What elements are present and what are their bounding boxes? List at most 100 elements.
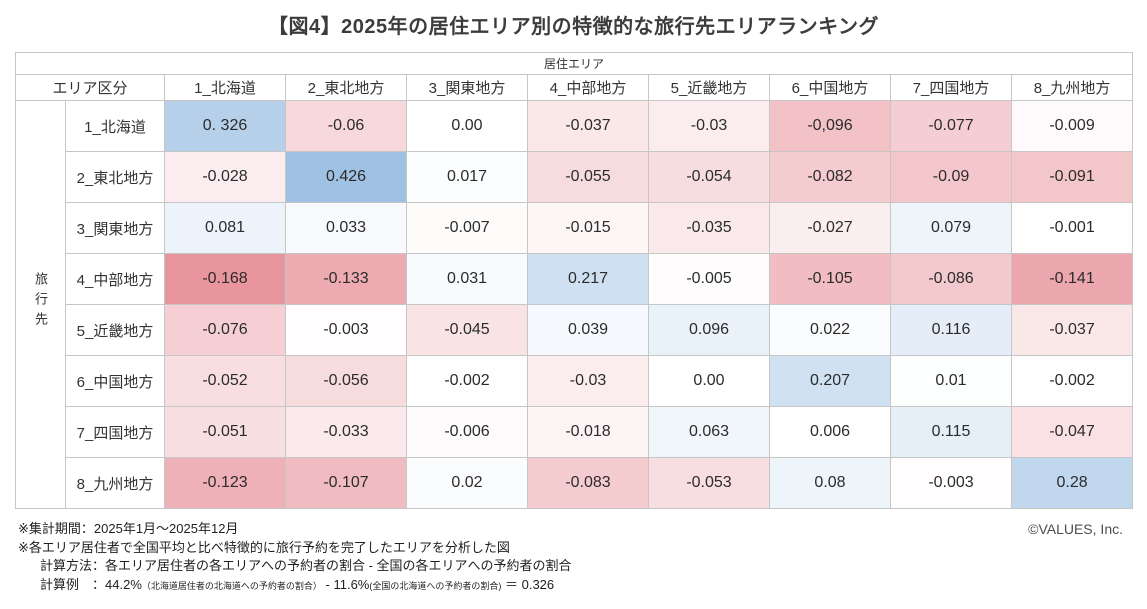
value-cell: 0.115 [890, 406, 1012, 458]
value-cell: 0.02 [406, 457, 528, 509]
column-header: 5_近畿地方 [648, 74, 770, 101]
value-cell: 0.096 [648, 304, 770, 356]
example-value-2: 11.6% [333, 576, 370, 592]
value-cell: -0.054 [648, 151, 770, 203]
value-cell: -0.076 [164, 304, 286, 356]
value-cell: 0.28 [1010, 457, 1134, 509]
value-cell: -0.133 [285, 253, 407, 305]
value-cell: 0.079 [890, 202, 1012, 254]
row-axis-label-text: 旅行先 [33, 272, 48, 332]
table-row: 7_四国地方 -0.051 -0.033 -0.006 -0.018 0.063 0.006… [16, 406, 1134, 458]
row-header: 6_中国地方 [65, 355, 165, 407]
example-value-1: 44.2% [105, 576, 142, 592]
value-cell: -0.141 [1010, 253, 1134, 305]
value-cell: -0.051 [164, 406, 286, 458]
value-cell: 0.116 [890, 304, 1012, 356]
row-header: 8_九州地方 [65, 457, 165, 509]
value-cell: -0.003 [890, 457, 1012, 509]
value-cell: -0.047 [1010, 406, 1134, 458]
value-cell: -0,096 [769, 100, 891, 152]
footnote-period: ※集計期間：2025年1月～2025年12月 [18, 521, 239, 536]
example-note-2: (全国の北海道への予約者の割合) [369, 580, 502, 591]
table-row: 旅行先 1_北海道 0. 326 -0.06 0.00 -0.037 -0.03 -0,096… [15, 100, 1134, 509]
table-row: 3_関東地方 0.081 0.033 -0.007 -0.015 -0.035 -0.027… [16, 202, 1134, 254]
value-cell: -0.002 [1010, 355, 1134, 407]
value-cell: 0.017 [406, 151, 528, 203]
value-cell: 0.022 [769, 304, 891, 356]
value-cell: -0.06 [285, 100, 407, 152]
value-cell: 0.426 [285, 151, 407, 203]
value-cell: -0.091 [1010, 151, 1134, 203]
column-header: 3_関東地方 [406, 74, 528, 101]
value-cell: -0.03 [527, 355, 649, 407]
column-axis-label: 居住エリア [14, 52, 1134, 75]
row-header: 5_近畿地方 [65, 304, 165, 356]
value-cell: -0.007 [406, 202, 528, 254]
column-header: 7_四国地方 [890, 74, 1012, 101]
value-cell: -0.033 [285, 406, 407, 458]
column-header: 4_中部地方 [527, 74, 649, 101]
row-header: 7_四国地方 [65, 406, 165, 458]
column-header: 6_中国地方 [769, 74, 891, 101]
row-header: 1_北海道 [65, 100, 165, 152]
value-cell: 0.081 [164, 202, 286, 254]
value-cell: -0.056 [285, 355, 407, 407]
value-cell: -0.086 [890, 253, 1012, 305]
heatmap-body: 旅行先 1_北海道 0. 326 -0.06 0.00 -0.037 -0.03 -0,096… [15, 100, 1134, 509]
value-cell: -0.037 [1010, 304, 1134, 356]
top-header-row: 居住エリア [14, 52, 1134, 75]
table-row: 8_九州地方 -0.123 -0.107 0.02 -0.083 -0.053 0.08 -0… [16, 457, 1134, 509]
page-title: 【図4】2025年の居住エリア別の特徴的な旅行先エリアランキング [267, 16, 879, 38]
column-header: 2_東北地方 [285, 74, 407, 101]
table-row: 6_中国地方 -0.052 -0.056 -0.002 -0.03 0.00 0.207 0.… [16, 355, 1134, 407]
footnotes: ※集計期間：2025年1月～2025年12月 ※各エリア居住者で全国平均と比べ特… [18, 520, 572, 595]
value-cell: -0.052 [164, 355, 286, 407]
copyright: ©VALUES, Inc. [1028, 521, 1123, 537]
value-cell: 0.033 [285, 202, 407, 254]
value-cell: -0.055 [527, 151, 649, 203]
value-cell: -0.082 [769, 151, 891, 203]
value-cell: -0.105 [769, 253, 891, 305]
row-axis-label: 旅行先 [15, 100, 66, 509]
value-cell: -0.009 [1010, 100, 1134, 152]
footnote-method: 計算方法：各エリア居住者の各エリアへの予約者の割合 - 全国の各エリアへの予約者… [40, 558, 572, 573]
value-cell: -0.107 [285, 457, 407, 509]
value-cell: -0.037 [527, 100, 649, 152]
example-note-1: （北海道居住者の北海道への予約者の割合） [141, 580, 322, 591]
value-cell: -0.09 [890, 151, 1012, 203]
value-cell: -0.028 [164, 151, 286, 203]
value-cell: -0.03 [648, 100, 770, 152]
value-cell: -0.018 [527, 406, 649, 458]
table-row: 2_東北地方 -0.028 0.426 0.017 -0.055 -0.054 -0.082… [16, 151, 1134, 203]
value-cell: 0. 326 [164, 100, 286, 152]
value-cell: -0.015 [527, 202, 649, 254]
value-cell: -0.005 [648, 253, 770, 305]
table-row: 4_中部地方 -0.168 -0.133 0.031 0.217 -0.005 -0.105… [16, 253, 1134, 305]
value-cell: -0.053 [648, 457, 770, 509]
example-operator: - [321, 576, 334, 592]
value-cell: 0.207 [769, 355, 891, 407]
row-header: 4_中部地方 [65, 253, 165, 305]
footnote-example: 計算例 ：44.2%（北海道居住者の北海道への予約者の割合） - 11.6%(全… [18, 576, 572, 596]
example-label: 計算例 ： [40, 576, 106, 592]
value-cell: -0.002 [406, 355, 528, 407]
column-header-row: エリア区分 1_北海道 2_東北地方 3_関東地方 4_中部地方 5_近畿地方 … [15, 74, 1134, 101]
footnote-description: ※各エリア居住者で全国平均と比べ特徴的に旅行予約を完了したエリアを分析した図 [18, 539, 510, 555]
value-cell: -0.006 [406, 406, 528, 458]
value-cell: 0.217 [527, 253, 649, 305]
value-cell: -0.123 [164, 457, 286, 509]
row-header: 2_東北地方 [65, 151, 165, 203]
value-cell: -0.001 [1010, 202, 1134, 254]
value-cell: 0.01 [890, 355, 1012, 407]
value-cell: -0.035 [648, 202, 770, 254]
value-cell: 0.00 [406, 100, 528, 152]
value-cell: 0.08 [769, 457, 891, 509]
value-cell: 0.039 [527, 304, 649, 356]
value-cell: 0.006 [769, 406, 891, 458]
value-cell: -0.027 [769, 202, 891, 254]
value-cell: 0.031 [406, 253, 528, 305]
value-cell: -0.003 [285, 304, 407, 356]
column-header: 1_北海道 [164, 74, 286, 101]
value-cell: 0.063 [648, 406, 770, 458]
example-result: ＝ 0.326 [501, 576, 555, 592]
